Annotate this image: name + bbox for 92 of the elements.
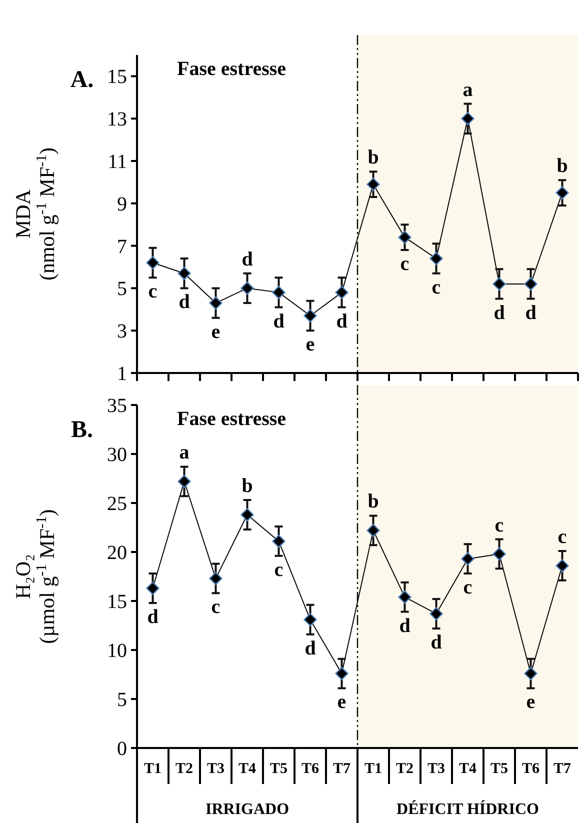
y-tick-label: 20: [107, 542, 127, 564]
text: B.: [70, 417, 94, 443]
data-label: c: [211, 596, 220, 618]
data-label: e: [306, 334, 315, 356]
x-tick-label: T6: [301, 761, 320, 777]
point: [209, 296, 222, 310]
data-label: d: [399, 614, 410, 637]
data-label: a: [462, 78, 473, 101]
y-tick-label: 5: [117, 689, 127, 711]
point: [272, 534, 286, 548]
data-label: b: [242, 475, 253, 498]
y-tick-label: 0: [117, 738, 127, 760]
point: [304, 613, 317, 626]
point: [209, 572, 222, 586]
data-label: d: [430, 631, 442, 654]
y-tick-label: 1: [117, 363, 127, 385]
y-tick-label: 25: [107, 493, 127, 515]
point: [178, 266, 191, 280]
point: [240, 508, 254, 522]
data-label: b: [368, 146, 379, 169]
data-label: b: [556, 155, 568, 178]
chart-subtitle: Fase estresse: [177, 58, 286, 80]
point: [430, 607, 443, 620]
x-tick-label: T7: [553, 761, 572, 777]
y-tick-label: 15: [107, 591, 127, 613]
y-tick-label: 11: [108, 151, 127, 173]
x-tick-label: T1: [364, 761, 382, 777]
x-tick-label: T4: [238, 761, 256, 777]
data-label: d: [304, 637, 316, 660]
y-tick-label: 35: [107, 395, 127, 417]
data-label: d: [336, 310, 348, 332]
text: A.: [70, 67, 94, 93]
data-label: e: [526, 691, 536, 714]
data-label: c: [432, 276, 441, 298]
point: [524, 277, 538, 291]
point: [461, 552, 474, 566]
point: [304, 309, 317, 322]
y-tick-label: 30: [107, 444, 127, 466]
data-label: c: [463, 576, 472, 599]
data-label: d: [178, 291, 190, 314]
chart-subtitle: Fase estresse: [177, 408, 286, 430]
y-tick-label: 7: [117, 236, 127, 258]
point: [524, 666, 538, 680]
y-tick-label: 3: [117, 320, 127, 343]
y-tick-label: 13: [107, 108, 127, 131]
data-label: c: [558, 526, 567, 548]
data-label: c: [494, 514, 504, 536]
x-tick-label: T5: [490, 761, 508, 777]
data-label: e: [211, 320, 220, 343]
x-tick-label: T2: [396, 761, 414, 777]
data-label: d: [525, 302, 536, 324]
x-tick-label: T5: [270, 761, 288, 777]
point: [398, 590, 412, 604]
x-tick-label: T6: [522, 761, 540, 777]
point: [146, 582, 160, 595]
point: [272, 286, 286, 300]
point: [492, 547, 506, 561]
point: [335, 286, 348, 300]
point: [492, 277, 506, 291]
data-label: c: [148, 280, 158, 303]
data-label: d: [273, 310, 284, 332]
point: [556, 186, 569, 200]
point: [556, 559, 569, 572]
data-label: b: [368, 490, 379, 513]
point: [335, 666, 348, 680]
x-tick-label: T2: [175, 761, 194, 777]
data-label: c: [400, 253, 410, 276]
x-tick-label: T1: [144, 761, 162, 777]
x-tick-label: T3: [427, 761, 446, 777]
data-label: d: [242, 248, 253, 270]
point: [398, 230, 412, 244]
point: [461, 112, 474, 126]
point: [240, 282, 254, 295]
x-tick-label: T4: [458, 761, 477, 777]
y-tick-label: 10: [107, 640, 127, 662]
text: IRRIGADO: [205, 801, 290, 818]
text: DÉFICIT HÍDRICO: [396, 800, 539, 818]
data-label: e: [337, 691, 346, 714]
x-tick-label: T3: [206, 761, 225, 777]
y-tick-label: 15: [107, 66, 127, 88]
x-tick-label: T7: [332, 761, 351, 777]
y-tick-label: 5: [117, 278, 127, 300]
point: [146, 256, 160, 270]
point: [178, 474, 191, 488]
y-tick-label: 9: [117, 193, 127, 216]
point: [366, 178, 380, 191]
point: [366, 524, 380, 538]
data-label: d: [494, 302, 505, 324]
data-label: d: [147, 606, 158, 628]
data-label: a: [179, 442, 190, 464]
data-label: c: [274, 558, 284, 581]
point: [430, 252, 443, 266]
